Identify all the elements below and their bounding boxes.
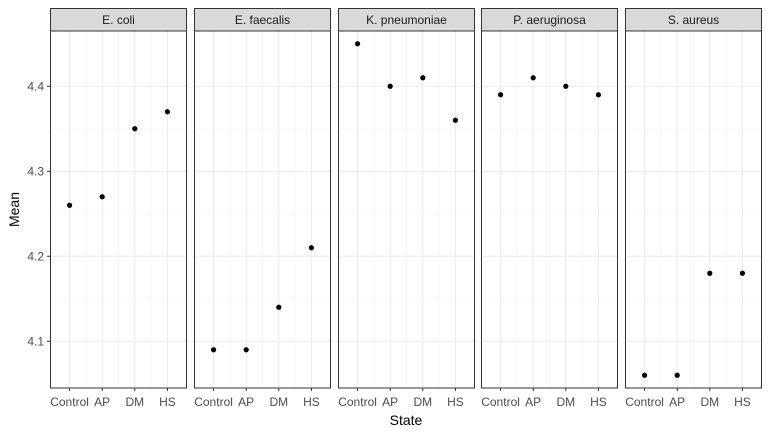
x-tick-label: HS <box>303 395 320 409</box>
data-point <box>641 372 648 378</box>
x-tick-label: Control <box>194 395 233 409</box>
x-tick-label: Control <box>50 395 89 409</box>
x-tick-label: AP <box>669 395 685 409</box>
data-point <box>308 245 315 251</box>
x-tick-label: DM <box>556 395 575 409</box>
data-point <box>674 372 680 378</box>
data-point <box>595 92 602 98</box>
x-tick-label: AP <box>94 395 110 409</box>
data-point <box>66 202 73 208</box>
y-tick-label: 4.3 <box>27 164 44 178</box>
data-point <box>563 83 569 89</box>
data-point <box>210 347 217 353</box>
x-tick-label: Control <box>481 395 520 409</box>
data-point <box>164 109 171 115</box>
y-tick-label: 4.1 <box>27 334 44 348</box>
data-point <box>497 92 504 98</box>
data-point <box>420 75 426 81</box>
facet-strip <box>50 8 187 32</box>
facet-label: K. pneumoniae <box>366 13 447 27</box>
facet-label: S. aureus <box>668 13 719 27</box>
x-tick-label: AP <box>382 395 398 409</box>
data-point <box>452 117 459 123</box>
data-point <box>243 347 249 353</box>
data-point <box>707 270 713 276</box>
x-tick-label: Control <box>338 395 377 409</box>
facet-strip <box>481 8 618 32</box>
data-point <box>739 270 746 276</box>
facet-strip <box>194 8 331 32</box>
x-tick-label: DM <box>413 395 432 409</box>
y-axis-title: Mean <box>6 192 22 227</box>
x-tick-label: Control <box>625 395 664 409</box>
x-tick-label: HS <box>159 395 176 409</box>
y-tick-label: 4.2 <box>27 249 44 263</box>
facet-strip <box>338 8 475 32</box>
facet-strip <box>625 8 762 32</box>
facet-label: P. aeruginosa <box>513 13 586 27</box>
x-tick-label: HS <box>734 395 751 409</box>
data-point <box>132 126 138 132</box>
facet-label: E. faecalis <box>235 13 290 27</box>
x-tick-label: HS <box>590 395 607 409</box>
data-point <box>387 83 393 89</box>
y-tick-label: 4.4 <box>27 79 44 93</box>
data-point <box>354 41 361 47</box>
x-axis-title: State <box>390 412 423 428</box>
x-tick-label: DM <box>700 395 719 409</box>
x-tick-label: DM <box>125 395 144 409</box>
x-tick-label: HS <box>447 395 464 409</box>
x-tick-label: DM <box>269 395 288 409</box>
data-point <box>530 75 536 81</box>
x-tick-label: AP <box>525 395 541 409</box>
facet-label: E. coli <box>102 13 135 27</box>
data-point <box>276 304 282 310</box>
x-tick-label: AP <box>238 395 254 409</box>
data-point <box>99 194 105 200</box>
